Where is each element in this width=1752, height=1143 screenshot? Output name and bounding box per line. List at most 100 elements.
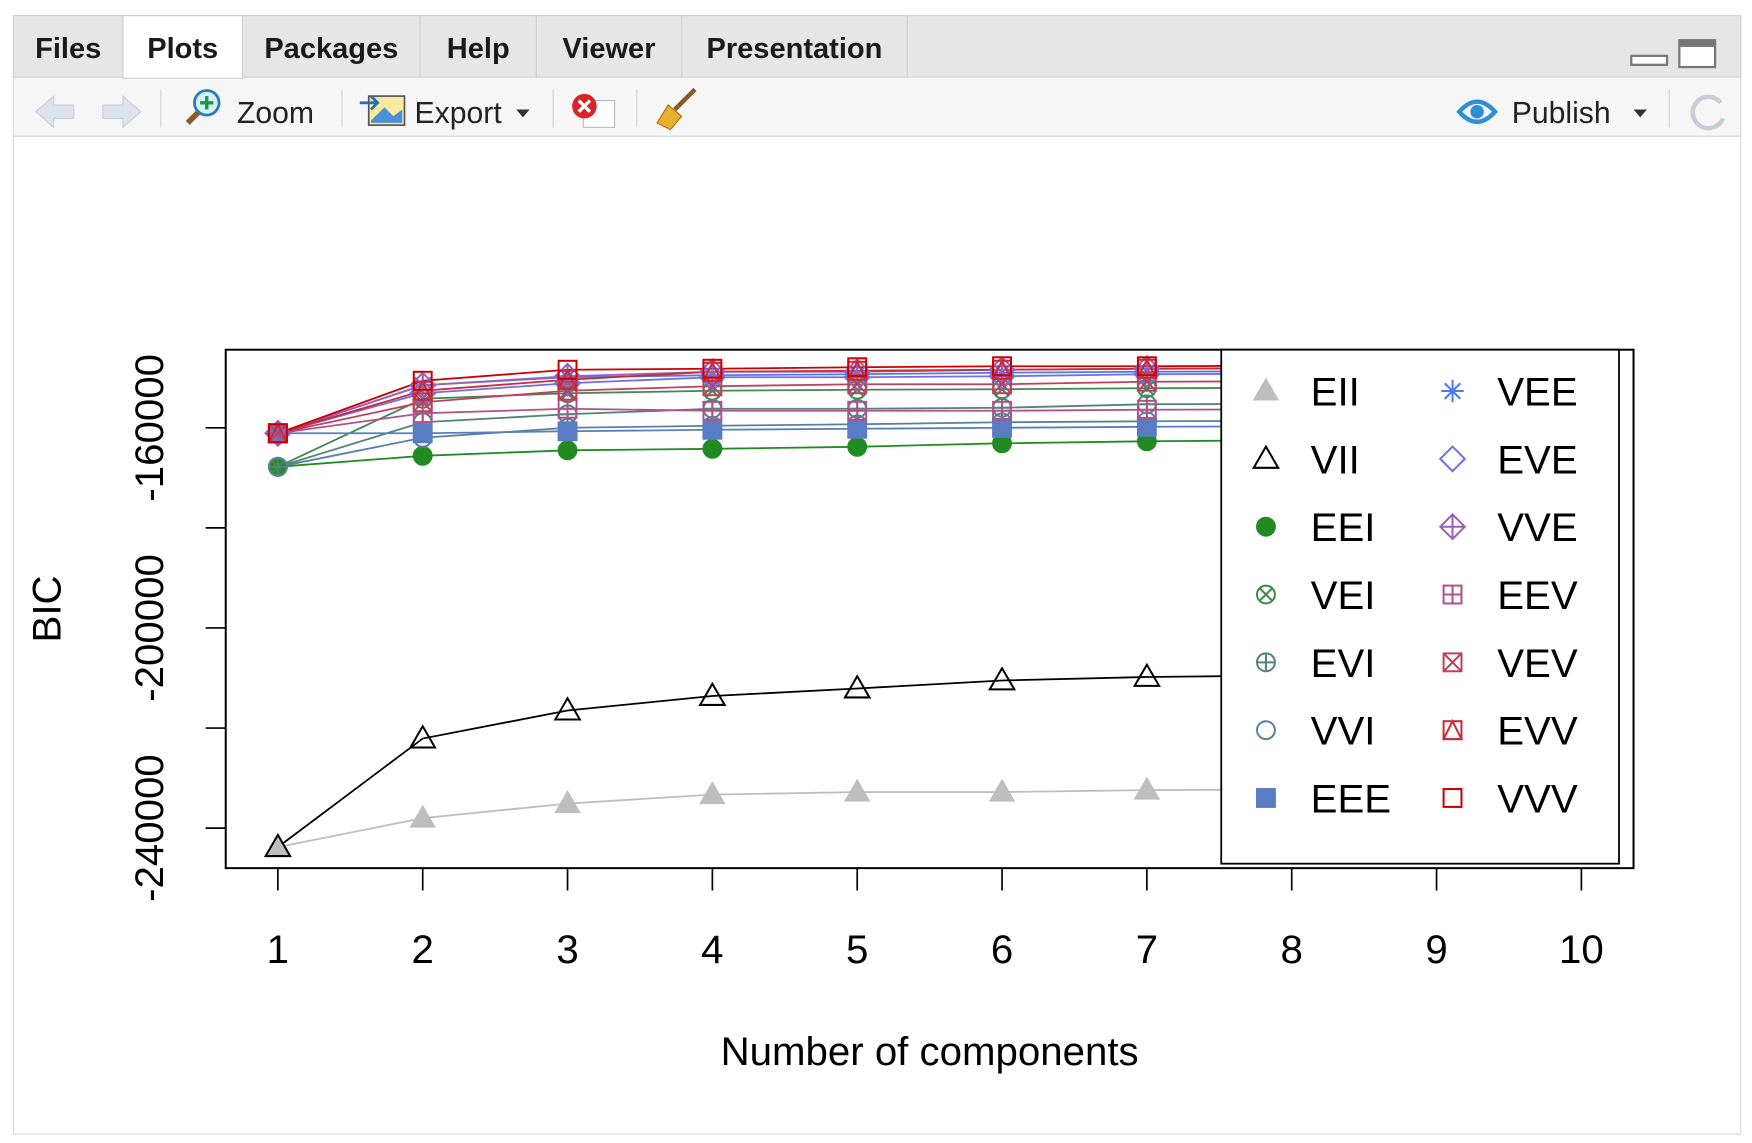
marker-part: [992, 356, 1012, 377]
data-point: [843, 674, 872, 699]
tab[interactable]: [681, 15, 908, 78]
series-line: [277, 425, 1292, 435]
marker-part: [1438, 445, 1467, 473]
publish-button[interactable]: Publish: [1456, 97, 1647, 130]
y-tick-label: -160000: [127, 354, 172, 502]
x-tick-label: 2: [412, 927, 434, 972]
clear-all-button[interactable]: [656, 87, 697, 131]
marker-part: [412, 379, 434, 401]
marker-part: [992, 417, 1012, 438]
data-point: [1133, 776, 1161, 800]
data-point: [702, 438, 723, 459]
marker-part: [1255, 584, 1276, 605]
tab[interactable]: [419, 15, 537, 78]
data-point: [698, 681, 727, 706]
y-axis-title: BIC: [24, 575, 69, 642]
tab-label: Packages: [264, 33, 398, 65]
marker-part: [557, 440, 578, 461]
legend-marker: [1438, 512, 1467, 541]
series-line: [277, 674, 1292, 848]
legend-label: EII: [1311, 370, 1360, 415]
marker-part: [698, 681, 727, 706]
marker-part: [846, 359, 868, 381]
marker-part: [1132, 662, 1161, 687]
marker-part: [412, 445, 433, 466]
marker-part: [702, 438, 723, 459]
data-point: [1132, 662, 1161, 687]
marker-part: [699, 781, 726, 805]
export-label: Export: [415, 97, 503, 130]
legend-label: VVI: [1311, 709, 1376, 754]
marker-part: [1252, 377, 1280, 401]
marker-part: [553, 696, 582, 721]
tab[interactable]: [241, 15, 421, 78]
legend-label: EVV: [1497, 709, 1578, 754]
legend-label: EEV: [1497, 573, 1578, 618]
legend-label: VVE: [1497, 505, 1577, 550]
data-point: [553, 696, 582, 721]
data-point: [988, 778, 1016, 802]
series-line: [277, 372, 1292, 435]
data-point: [412, 423, 433, 444]
data-point: [557, 359, 578, 380]
export-button[interactable]: Export: [359, 95, 530, 130]
tab-label: Help: [447, 33, 510, 65]
legend-marker: [1441, 718, 1464, 741]
legend-label: VEE: [1497, 370, 1577, 415]
data-point: [843, 778, 871, 802]
legend-label: VEV: [1497, 641, 1578, 686]
data-point: [557, 421, 578, 442]
y-tick-label: -240000: [127, 754, 172, 902]
x-tick-label: 9: [1425, 927, 1447, 972]
data-point: [554, 790, 581, 814]
data-point: [557, 440, 578, 461]
legend-marker: [1252, 377, 1280, 401]
series-line: [277, 407, 1292, 435]
series-line: [277, 439, 1292, 468]
minimize-button[interactable]: [1630, 54, 1669, 66]
legend-marker: [1442, 652, 1463, 673]
marker-part: [1442, 788, 1463, 808]
data-point: [1136, 399, 1157, 420]
data-point: [702, 400, 723, 421]
marker-part: [702, 419, 723, 440]
data-point: [1136, 356, 1157, 377]
forward-button[interactable]: [102, 94, 142, 129]
marker-part: [993, 401, 1011, 420]
legend-box: [1220, 348, 1620, 865]
marker-part: [267, 423, 288, 444]
refresh-button[interactable]: [1690, 94, 1725, 131]
tab[interactable]: [12, 15, 124, 78]
data-point: [702, 358, 723, 379]
legend-label: VVV: [1497, 777, 1578, 822]
data-point: [267, 456, 288, 477]
zoom-button[interactable]: Zoom: [185, 89, 314, 130]
marker-part: [554, 790, 581, 814]
tab[interactable]: [122, 15, 244, 79]
remove-plot-button[interactable]: [572, 93, 616, 128]
maximize-bar: [1679, 40, 1716, 47]
zoom-label: Zoom: [237, 97, 314, 130]
tabs: Files Plots Packages Help Viewer Presentation: [12, 15, 908, 79]
series-line: [277, 419, 1292, 468]
data-point: [408, 724, 437, 749]
marker-part: [1137, 400, 1156, 419]
tab[interactable]: [535, 15, 683, 78]
x-tick-label: 3: [556, 927, 578, 972]
marker-part: [1256, 653, 1275, 672]
legend-marker: [1442, 788, 1463, 808]
data-point: [992, 400, 1012, 421]
x-tick-label: 5: [846, 927, 868, 972]
back-button[interactable]: [34, 94, 75, 129]
data-point: [847, 436, 868, 457]
data-point: [412, 379, 434, 401]
data-point: [263, 832, 292, 858]
series-line: [277, 367, 1292, 435]
marker-part: [413, 392, 433, 412]
marker-part: [847, 357, 868, 378]
legend-marker: [1441, 379, 1464, 403]
x-tick-label: 1: [267, 927, 289, 972]
tab-label: Plots: [147, 33, 218, 65]
series-line: [277, 386, 1292, 468]
